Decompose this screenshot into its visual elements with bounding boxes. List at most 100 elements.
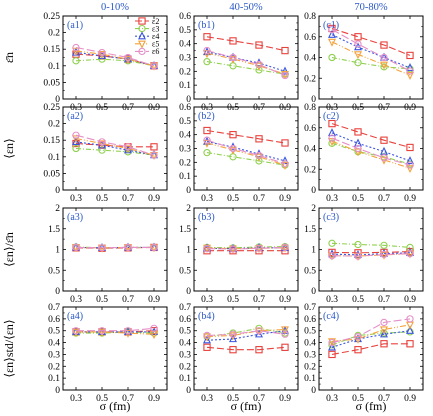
panel-c3: 0 0.5 1 1.5 2 0.3 0.5 0.7 0.9 (c3) [304,204,424,305]
x-tick-label: 0.7 [122,194,134,204]
x-tick-label: 0.5 [227,394,239,404]
series-6 [328,249,414,260]
legend-swatch-marker [138,31,146,40]
data-point [281,139,289,147]
y-tick-label: 0 [311,186,316,196]
y-tick-label: 0 [311,386,316,396]
series-line [331,140,411,169]
series-line [75,141,155,156]
data-point [72,243,80,252]
y-tick-label: 0.6 [179,12,191,22]
y-tick-label: 0.2 [48,120,60,130]
y-tick-label: 0.2 [304,74,316,84]
panel-label: (c3) [323,212,339,223]
x-tick-label: 0.9 [148,295,160,305]
data-point [72,328,80,337]
y-tick-label: 0 [186,95,191,105]
data-point [380,340,388,348]
x-tick-label: 0.5 [227,295,239,305]
series-6 [328,315,414,347]
data-point [255,346,263,354]
y-tick-label: 0.2 [179,158,191,168]
y-tick-label: 0.6 [179,103,191,113]
column-title: 40-50% [229,2,262,13]
panel-c4: 00.10.20.30.40.50.60.70.3 0.5 0.7 0.9(c4) [304,303,424,404]
y-tick-label: 0.6 [304,33,316,43]
x-tick-label: 0.5 [96,194,108,204]
series-6 [72,131,158,159]
data-point [124,56,132,64]
data-point [203,148,211,157]
series-line [206,152,286,166]
data-point [380,136,388,144]
series-3 [328,53,414,73]
data-point [328,29,336,38]
y-tick-label: 1 [311,246,316,256]
y-tick-label: 0.2 [304,362,316,372]
series-5 [328,38,414,80]
y-tick-label: 1.5 [179,225,191,235]
x-tick-label: 0.3 [201,295,213,305]
x-tick-label: 0.3 [70,194,82,204]
data-point [150,243,158,252]
data-point [380,248,388,257]
y-tick-label: 2 [55,204,60,214]
legend-swatch-marker [138,47,146,56]
data-point [328,25,336,34]
legend-swatch-marker [138,40,146,49]
panel-a1: 00.050.10.150.20.250.3 0.5 0.7 0.9(a1) ε2ε3ε… [43,12,168,113]
x-tick-label: 0.7 [253,295,265,305]
series-2 [328,119,414,152]
data-point [203,46,211,55]
panel-b4: 00.10.20.30.40.50.60.70.3 0.5 0.7 0.9(b4) [179,303,299,404]
series-line [75,46,155,67]
series-line [331,251,411,254]
data-point [406,143,414,152]
series-6 [203,243,289,253]
x-tick-label: 0.5 [352,295,364,305]
column-title: 70-80% [354,2,387,13]
y-tick-label: 0.8 [304,12,316,22]
data-point [255,66,263,74]
data-point [72,43,80,52]
data-point [203,343,211,351]
data-point [354,33,362,41]
series-5 [328,138,414,174]
y-tick-label: 0 [55,287,60,297]
series-line [206,142,286,166]
data-point [72,144,80,153]
data-point [281,326,289,335]
data-point [229,346,237,354]
series-6 [72,324,158,335]
data-point [255,62,263,71]
data-point [98,328,106,337]
series-line [75,147,155,156]
data-point [380,53,388,62]
x-tick-label: 0.9 [279,394,291,404]
y-tick-label: 0.1 [179,374,191,384]
data-point [124,243,132,252]
data-point [406,51,414,60]
x-tick-label: 0.3 [70,394,82,404]
y-tick-label: 0.3 [179,145,191,155]
series-line [206,50,286,77]
data-point [354,240,362,249]
data-point [380,41,388,49]
y-tick-label: 0.6 [304,124,316,134]
y-tick-label: 0.6 [304,315,316,325]
data-point [328,119,336,128]
y-tick-label: 0.25 [43,103,60,113]
x-axis-label: σ (fm) [100,399,131,413]
legend-entry: ε5 [152,40,159,49]
series-line [206,51,286,72]
x-tick-label: 0.5 [352,394,364,404]
y-tick-label: 0.5 [304,327,316,337]
series-line [331,123,411,149]
series-line [331,29,411,72]
panel-label: (b4) [198,311,215,322]
series-line [76,331,155,334]
y-tick-label: 0.6 [48,315,60,325]
x-tick-label: 0.5 [352,194,364,204]
data-point [98,140,106,149]
series-line [331,331,411,346]
